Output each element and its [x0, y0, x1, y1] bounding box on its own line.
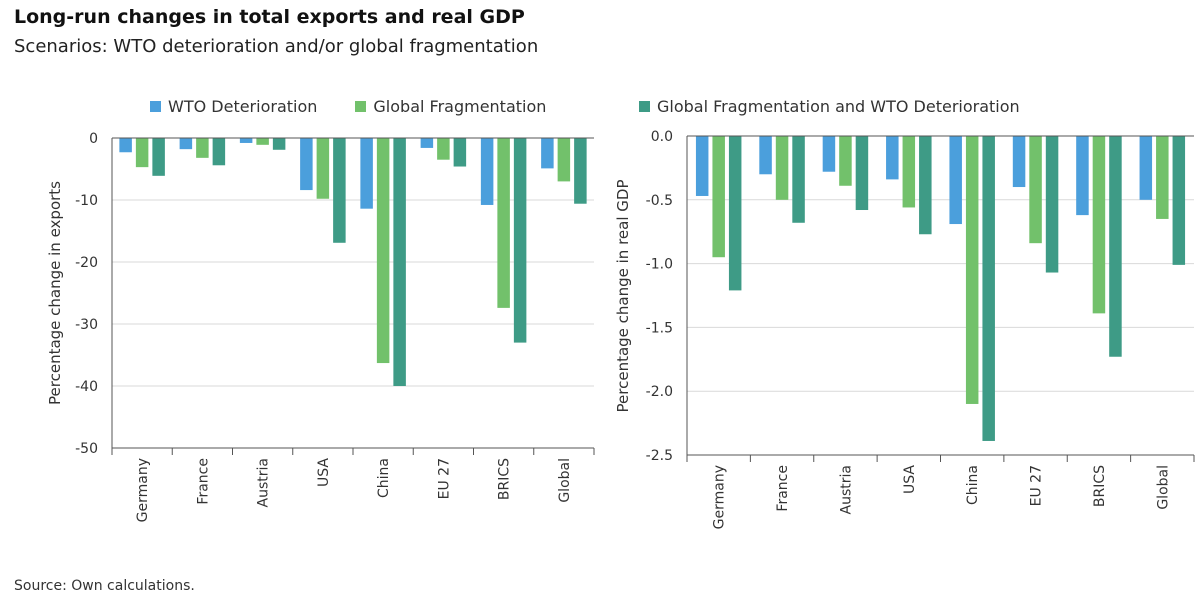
exports-bar-wto: [541, 138, 554, 169]
gdp-bar-frag: [712, 136, 725, 258]
exports-category-label: USA: [316, 458, 332, 487]
gdp-ytick-label: 0.0: [651, 129, 673, 145]
gdp-ylabel: Percentage change in real GDP: [614, 180, 632, 413]
gdp-bar-frag: [775, 136, 789, 200]
exports-category-label: EU 27: [436, 458, 452, 499]
exports-bar-frag: [376, 138, 390, 364]
exports-category-label: Austria: [256, 458, 272, 507]
gdp-bar-frag: [965, 136, 979, 404]
gdp-bar-frag: [902, 136, 916, 208]
gdp-category-label: Germany: [712, 465, 728, 529]
gdp-ytick-label: -2.0: [646, 384, 673, 400]
gdp-bar-both: [855, 136, 869, 211]
gdp-category-label: EU 27: [1029, 465, 1045, 506]
legend-label-frag: Global Fragmentation: [373, 96, 547, 116]
exports-bar-wto: [420, 138, 434, 148]
legend-item-frag: Global Fragmentation: [355, 97, 546, 116]
gdp-category-label: Austria: [838, 465, 854, 514]
gdp-bar-wto: [1076, 136, 1089, 216]
exports-category-label: Germany: [135, 458, 151, 522]
exports-bar-frag: [316, 138, 330, 199]
gdp-bar-both: [1045, 136, 1059, 273]
gdp-bar-frag: [1092, 136, 1106, 314]
exports-category-label: BRICS: [497, 458, 513, 500]
exports-bar-wto: [360, 138, 373, 209]
exports-bar-both: [333, 138, 346, 243]
gdp-bar-both: [1109, 136, 1122, 357]
exports-bar-wto: [480, 138, 494, 205]
exports-ytick-label: 0: [89, 131, 98, 147]
gdp-bar-wto: [1139, 136, 1153, 200]
exports-ytick-label: -20: [75, 255, 98, 271]
exports-category-label: France: [195, 458, 211, 505]
exports-bar-both: [393, 138, 406, 386]
gdp-bar-frag: [1156, 136, 1169, 219]
gdp-bar-wto: [822, 136, 836, 172]
gdp-bar-wto: [1012, 136, 1026, 188]
source-note: Source: Own calculations.: [14, 578, 195, 594]
exports-bar-both: [212, 138, 226, 166]
exports-bar-both: [453, 138, 467, 167]
gdp-bar-wto: [695, 136, 709, 196]
exports-category-label: China: [376, 458, 392, 498]
exports-bar-frag: [557, 138, 571, 182]
exports-bar-wto: [239, 138, 253, 143]
gdp-bar-frag: [1029, 136, 1042, 244]
gdp-bar-wto: [886, 136, 899, 180]
gdp-category-label: USA: [902, 465, 918, 494]
gdp-bar-wto: [949, 136, 962, 225]
exports-bar-both: [513, 138, 527, 343]
exports-bar-frag: [256, 138, 269, 145]
figure-title: Long-run changes in total exports and re…: [14, 6, 525, 28]
legend-item-wto: WTO Deterioration: [150, 97, 317, 116]
legend-swatch-wto: [150, 100, 161, 112]
gdp-bar-frag: [839, 136, 852, 186]
exports-bar-frag: [437, 138, 450, 160]
exports-category-label: Global: [557, 458, 573, 503]
exports-bar-wto: [179, 138, 193, 150]
exports-bar-both: [272, 138, 286, 150]
exports-bar-frag: [135, 138, 149, 168]
gdp-bar-both: [919, 136, 932, 235]
legend-left: WTO Deterioration Global Fragmentation: [150, 96, 546, 116]
legend-swatch-frag: [355, 100, 367, 112]
gdp-ytick-label: -0.5: [646, 193, 673, 209]
exports-bar-frag: [497, 138, 510, 308]
exports-bar-wto: [119, 138, 132, 153]
exports-bar-both: [574, 138, 587, 204]
exports-bar-wto: [300, 138, 313, 191]
gdp-category-label: China: [965, 465, 981, 505]
legend-label-wto: WTO Deterioration: [168, 96, 318, 116]
gdp-bar-both: [982, 136, 995, 441]
gdp-ytick-label: -1.0: [646, 257, 673, 273]
gdp-ytick-label: -2.5: [646, 448, 673, 464]
gdp-bar-both: [1172, 136, 1186, 265]
exports-ytick-label: -10: [75, 193, 98, 209]
gdp-chart: 0.0 -0.5 -1.0 -1.5 -2.0 -2.5 Percentage change…: [614, 129, 1195, 529]
exports-chart: 0 -10 -20 -30 -40 -50 Percentage change in exp…: [46, 131, 595, 522]
gdp-category-label: Global: [1155, 465, 1171, 510]
gdp-category-label: BRICS: [1092, 465, 1108, 507]
legend-right: Global Fragmentation and WTO Deteriorati…: [639, 96, 1020, 116]
exports-bar-both: [152, 138, 165, 176]
legend-swatch-both: [639, 100, 650, 112]
gdp-ytick-label: -1.5: [646, 320, 673, 336]
gdp-bar-both: [728, 136, 742, 291]
gdp-bar-both: [792, 136, 805, 223]
exports-ytick-label: -30: [75, 317, 98, 333]
exports-ytick-label: -40: [75, 379, 98, 395]
gdp-category-label: France: [775, 465, 791, 512]
legend-item-both: Global Fragmentation and WTO Deteriorati…: [639, 97, 1020, 116]
exports-ylabel: Percentage change in exports: [46, 181, 64, 405]
exports-bar-frag: [196, 138, 209, 158]
gdp-bar-wto: [759, 136, 772, 175]
legend-label-both: Global Fragmentation and WTO Deteriorati…: [657, 96, 1020, 116]
exports-ytick-label: -50: [75, 441, 98, 457]
figure-subtitle: Scenarios: WTO deterioration and/or glob…: [14, 36, 539, 57]
